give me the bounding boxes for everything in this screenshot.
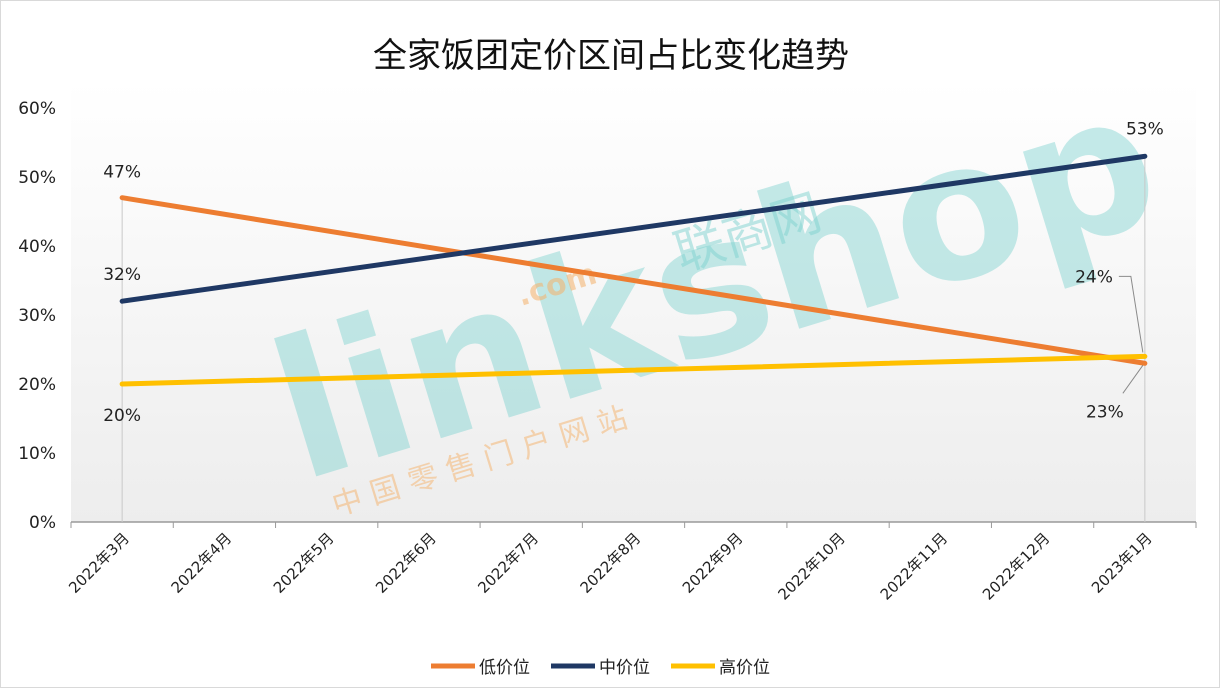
x-tick-label: 2022年8月 xyxy=(577,529,645,597)
y-tick-label: 20% xyxy=(18,375,56,395)
x-tick-label: 2022年10月 xyxy=(774,529,848,603)
data-label: 47% xyxy=(103,163,141,183)
series-lines xyxy=(119,153,1148,387)
data-label: 32% xyxy=(103,265,141,285)
legend-label: 高价位 xyxy=(719,658,770,678)
legend-label: 低价位 xyxy=(479,658,530,678)
data-label: 20% xyxy=(103,406,141,426)
x-tick-label: 2022年12月 xyxy=(979,529,1053,603)
plot-area xyxy=(71,81,1196,522)
x-tick-label: 2022年11月 xyxy=(877,529,951,603)
x-tick-label: 2022年4月 xyxy=(168,529,236,597)
legend-label: 中价位 xyxy=(599,658,650,678)
x-tick-label: 2023年1月 xyxy=(1088,529,1156,597)
x-tick-label: 2022年7月 xyxy=(474,529,542,597)
y-tick-label: 40% xyxy=(18,237,56,257)
y-tick-label: 60% xyxy=(18,99,56,119)
x-tick-label: 2022年6月 xyxy=(372,529,440,597)
data-label: 24% xyxy=(1075,267,1113,287)
y-tick-label: 50% xyxy=(18,168,56,188)
y-tick-label: 30% xyxy=(18,306,56,326)
x-tick-label: 2022年3月 xyxy=(65,529,133,597)
leader-line xyxy=(1118,275,1144,353)
legend: 低价位 中价位 高价位 xyxy=(431,658,770,678)
data-label: 53% xyxy=(1126,119,1164,139)
chart-title: 全家饭团定价区间占比变化趋势 xyxy=(373,36,849,76)
x-tick-label: 2022年5月 xyxy=(270,529,338,597)
y-tick-label: 10% xyxy=(18,444,56,464)
x-tick-label: 2022年9月 xyxy=(679,529,747,597)
series-line-高价位 xyxy=(119,353,1148,387)
series-line-中价位 xyxy=(119,153,1148,304)
series-line-低价位 xyxy=(119,195,1148,366)
leader-line xyxy=(1122,365,1144,394)
data-label: 23% xyxy=(1086,402,1124,422)
y-tick-label: 0% xyxy=(29,513,56,533)
data-labels: 47% 32% 20% 53% 24% 23% xyxy=(103,119,1164,426)
